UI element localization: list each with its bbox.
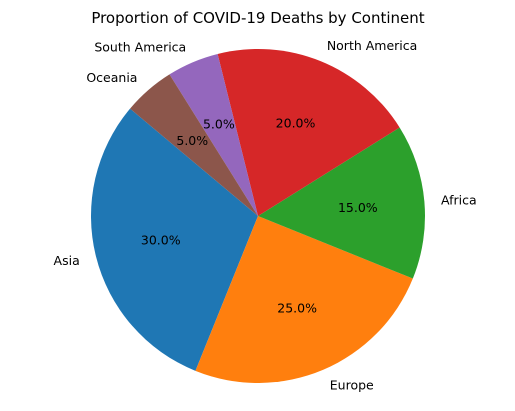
pie-slice-europe bbox=[195, 216, 413, 384]
chart-title: Proportion of COVID-19 Deaths by Contine… bbox=[91, 9, 424, 27]
pie-slice-asia bbox=[90, 108, 258, 371]
percent-label-asia: 30.0% bbox=[141, 233, 181, 248]
pie-slice-south-america bbox=[169, 53, 258, 217]
category-label-south-america: South America bbox=[94, 39, 186, 54]
pie-slice-north-america bbox=[217, 49, 400, 216]
pie-slices bbox=[90, 49, 425, 384]
pie-slice-africa bbox=[258, 127, 425, 279]
category-label-north-america: North America bbox=[327, 38, 418, 53]
pie-slice-oceania bbox=[130, 74, 258, 216]
percent-label-north-america: 20.0% bbox=[276, 116, 316, 131]
percent-label-oceania: 5.0% bbox=[176, 133, 208, 148]
category-label-africa: Africa bbox=[441, 192, 477, 207]
percent-label-africa: 15.0% bbox=[338, 200, 378, 215]
percent-label-south-america: 5.0% bbox=[203, 116, 235, 131]
category-label-europe: Europe bbox=[330, 378, 374, 393]
category-label-asia: Asia bbox=[54, 253, 80, 268]
category-labels: Asia Europe Africa North America South Ameri… bbox=[54, 38, 477, 392]
category-label-oceania: Oceania bbox=[86, 70, 137, 85]
percent-label-europe: 25.0% bbox=[277, 301, 317, 316]
percent-labels: 30.0% 25.0% 15.0% 20.0% 5.0% 5.0% bbox=[141, 116, 378, 316]
